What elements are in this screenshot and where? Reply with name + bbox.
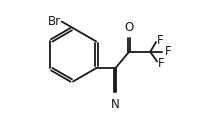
Text: F: F [164,45,170,58]
Text: N: N [110,98,119,111]
Text: Br: Br [47,15,60,28]
Text: F: F [157,57,164,70]
Text: F: F [156,34,163,47]
Text: O: O [124,21,133,34]
